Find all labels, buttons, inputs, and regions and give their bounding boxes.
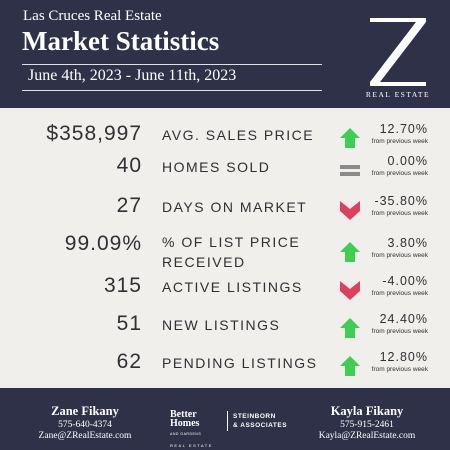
stat-note: from previous week: [371, 328, 428, 335]
footer-banner: Zane Fikany 575-640-4374 Zane@ZRealEstat…: [0, 388, 450, 450]
brokerage-line2: & ASSOCIATES: [233, 422, 288, 429]
stat-label: PENDING LISTINGS: [162, 355, 318, 371]
trend-flat-icon: [340, 165, 360, 176]
stat-label-line1: % OF LIST PRICE: [162, 234, 301, 250]
stat-note: from previous week: [371, 138, 428, 145]
brand-sub: AND GARDENS: [170, 432, 202, 436]
stat-value: 99.09%: [64, 232, 142, 255]
trend-up-icon: [340, 356, 360, 376]
trend-up-icon: [340, 242, 360, 262]
stat-change: -4.00%: [382, 274, 428, 288]
agent-contact-left: Zane Fikany 575-640-4374 Zane@ZRealEstat…: [15, 404, 155, 441]
header-subtitle: Las Cruces Real Estate: [23, 8, 162, 24]
stat-row-active-listings: 315 ACTIVE LISTINGS -4.00% from previous…: [0, 270, 450, 310]
stat-row-homes-sold: 40 HOMES SOLD 0.00% from previous week: [0, 150, 450, 190]
stat-note: from previous week: [371, 366, 428, 373]
stat-change: 24.40%: [379, 312, 428, 326]
brand-line2: Homes: [170, 418, 200, 429]
stat-label: HOMES SOLD: [162, 159, 271, 175]
stat-label: NEW LISTINGS: [162, 317, 281, 333]
agent-phone: 575-640-4374: [58, 420, 112, 430]
agent-name: Kayla Fikany: [330, 404, 404, 418]
stat-value: 315: [103, 274, 142, 297]
stat-label: AVG. SALES PRICE: [162, 127, 315, 143]
stat-value: 40: [116, 154, 142, 177]
agent-email: Kayla@ZRealEstate.com: [318, 431, 416, 441]
stat-value: $358,997: [46, 122, 142, 145]
stat-note: from previous week: [371, 170, 428, 177]
brand-line1: Better: [170, 409, 197, 420]
agent-name: Zane Fikany: [51, 404, 119, 418]
header-banner: Las Cruces Real Estate Market Statistics…: [0, 0, 450, 108]
stats-list: $358,997 AVG. SALES PRICE 12.70% from pr…: [0, 108, 450, 388]
stat-label-line2: RECEIVED: [162, 254, 246, 270]
stat-change: 12.70%: [379, 122, 428, 136]
logo-divider: [227, 411, 228, 431]
stat-value: 62: [116, 350, 142, 373]
header-rule-top: [22, 64, 322, 65]
stat-change: -35.80%: [374, 194, 428, 208]
trend-up-icon: [340, 318, 360, 338]
z-real-estate-logo: REAL ESTATE: [362, 10, 434, 102]
agent-phone: 575-915-2461: [340, 420, 394, 430]
stat-row-new-listings: 51 NEW LISTINGS 24.40% from previous wee…: [0, 308, 450, 348]
stat-note: from previous week: [371, 290, 428, 297]
stat-label: DAYS ON MARKET: [162, 199, 308, 215]
page-title: Market Statistics: [22, 26, 220, 56]
stat-change: 12.80%: [379, 350, 428, 364]
stat-note: from previous week: [371, 210, 428, 217]
trend-up-icon: [340, 128, 360, 148]
brokerage-name: STEINBORN & ASSOCIATES: [233, 412, 287, 430]
brand-re: REAL ESTATE: [170, 443, 213, 448]
stat-row-days-on-market: 27 DAYS ON MARKET -35.80% from previous …: [0, 190, 450, 230]
trend-down-icon: [340, 201, 360, 220]
better-homes-logo: Better Homes AND GARDENS REAL ESTATE: [170, 410, 228, 450]
date-range: June 4th, 2023 - June 11th, 2023: [28, 67, 237, 84]
stat-row-pending-listings: 62 PENDING LISTINGS 12.80% from previous…: [0, 346, 450, 386]
stat-label: ACTIVE LISTINGS: [162, 279, 303, 295]
agent-email: Zane@ZRealEstate.com: [38, 431, 132, 441]
brokerage-line1: STEINBORN: [233, 413, 276, 420]
stat-change: 3.80%: [387, 236, 428, 250]
stat-change: 0.00%: [387, 154, 428, 168]
logo-text: REAL ESTATE: [365, 90, 431, 99]
agent-contact-right: Kayla Fikany 575-915-2461 Kayla@ZRealEst…: [297, 404, 437, 441]
stat-label: % OF LIST PRICE RECEIVED: [162, 232, 300, 272]
stat-row-avg-sales-price: $358,997 AVG. SALES PRICE 12.70% from pr…: [0, 118, 450, 158]
stat-row-list-price-received: 99.09% % OF LIST PRICE RECEIVED 3.80% fr…: [0, 232, 450, 272]
stat-value: 27: [116, 194, 142, 217]
stat-value: 51: [116, 312, 142, 335]
trend-down-icon: [340, 281, 360, 300]
z-logo-mark: [370, 18, 426, 86]
stat-note: from previous week: [371, 252, 428, 259]
header-rule-bottom: [22, 90, 322, 91]
